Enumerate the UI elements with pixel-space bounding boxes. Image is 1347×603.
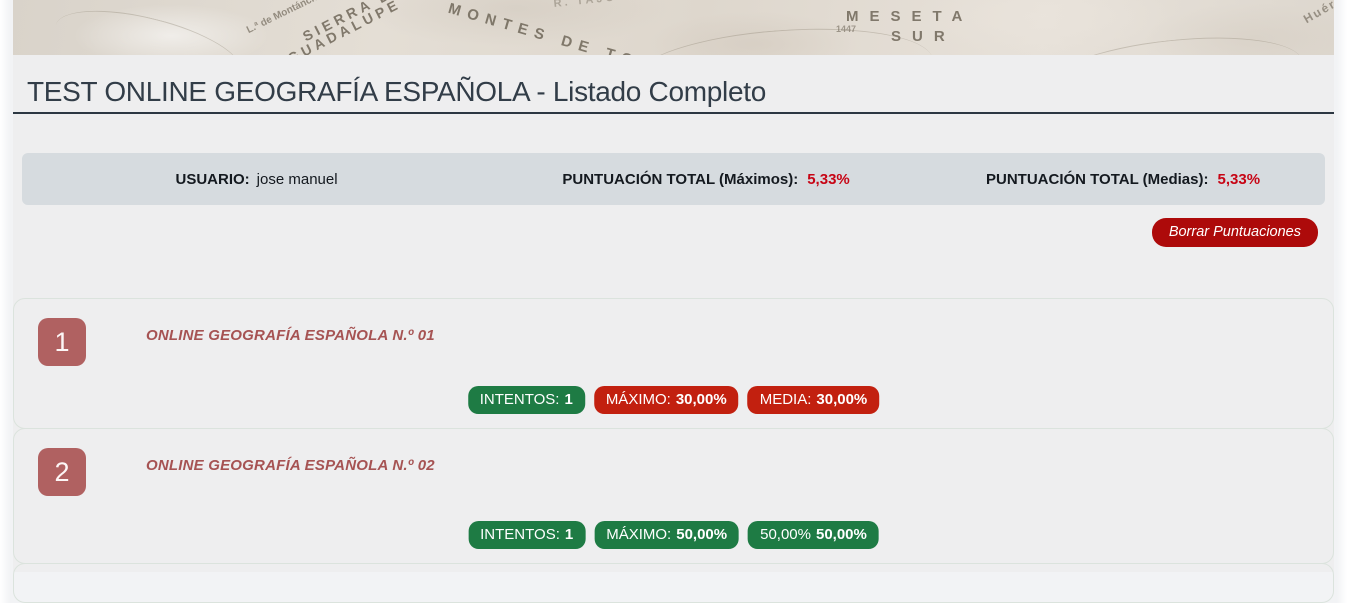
user-value: jose manuel	[256, 170, 338, 188]
clear-scores-button[interactable]: Borrar Puntuaciones	[1151, 218, 1318, 247]
map-river-line	[48, 0, 248, 55]
maximo-value: 30,00%	[675, 391, 727, 408]
user-label: USUARIO:	[175, 170, 250, 188]
total-max-value: 5,33%	[807, 170, 850, 188]
map-label-meseta: MESETA	[846, 8, 974, 25]
media-badge: 50,00% 50,00%	[748, 521, 879, 549]
actions-row: Borrar Puntuaciones	[13, 218, 1334, 247]
test-row-1: 1 ONLINE GEOGRAFÍA ESPAÑOLA N.º 01 INTEN…	[13, 298, 1334, 429]
page-title: TEST ONLINE GEOGRAFÍA ESPAÑOLA - Listado…	[27, 76, 766, 107]
map-label-montes-de-toledo: MONTES DE TOLEDO	[446, 0, 709, 55]
test-badges: INTENTOS: 1 MÁXIMO: 50,00% 50,00% 50,00%	[468, 521, 879, 549]
test-title-link[interactable]: ONLINE GEOGRAFÍA ESPAÑOLA N.º 01	[146, 327, 435, 344]
maximo-label: MÁXIMO:	[605, 391, 671, 408]
maximo-label: MÁXIMO:	[606, 526, 672, 543]
map-label-tajo: R. TAJO	[553, 0, 618, 10]
test-title-link[interactable]: ONLINE GEOGRAFÍA ESPAÑOLA N.º 02	[146, 457, 435, 474]
map-banner-image: R. TAJO L.ª de Montánchez SIERRA DE GUAD…	[13, 0, 1334, 55]
media-label: MEDIA:	[759, 391, 812, 408]
test-badges: INTENTOS: 1 MÁXIMO: 30,00% MEDIA: 30,00%	[467, 386, 880, 414]
total-avg-cell: PUNTUACIÓN TOTAL (Medias): 5,33%	[921, 171, 1325, 188]
intentos-badge: INTENTOS: 1	[468, 521, 586, 549]
total-max-label: PUNTUACIÓN TOTAL (Máximos):	[562, 170, 799, 188]
score-summary-bar: USUARIO: jose manuel PUNTUACIÓN TOTAL (Má…	[22, 153, 1325, 205]
maximo-value: 50,00%	[676, 526, 728, 543]
intentos-badge: INTENTOS: 1	[467, 386, 585, 414]
maximo-badge: MÁXIMO: 30,00%	[593, 386, 739, 414]
user-cell: USUARIO: jose manuel	[22, 171, 491, 188]
title-section: TEST ONLINE GEOGRAFÍA ESPAÑOLA - Listado…	[13, 55, 1334, 114]
map-label-huer: Huér	[1301, 0, 1334, 27]
intentos-value: 1	[564, 526, 574, 543]
test-row-partial	[13, 563, 1334, 603]
total-avg-label: PUNTUACIÓN TOTAL (Medias):	[985, 170, 1209, 188]
total-avg-value: 5,33%	[1217, 170, 1261, 188]
test-number-badge[interactable]: 2	[38, 448, 86, 496]
media-value: 50,00%	[815, 526, 867, 543]
maximo-badge: MÁXIMO: 50,00%	[594, 521, 740, 549]
test-row-2: 2 ONLINE GEOGRAFÍA ESPAÑOLA N.º 02 INTEN…	[13, 428, 1334, 564]
page-container: R. TAJO L.ª de Montánchez SIERRA DE GUAD…	[13, 0, 1334, 603]
map-label-peak-height: 1447	[836, 24, 857, 34]
intentos-label: INTENTOS:	[480, 526, 560, 543]
test-number-badge[interactable]: 1	[38, 318, 86, 366]
test-list: 1 ONLINE GEOGRAFÍA ESPAÑOLA N.º 01 INTEN…	[13, 298, 1334, 603]
total-max-cell: PUNTUACIÓN TOTAL (Máximos): 5,33%	[491, 171, 921, 188]
map-label-sur: SUR	[891, 28, 956, 45]
media-badge: MEDIA: 30,00%	[747, 386, 880, 414]
map-river-line	[1040, 26, 1306, 55]
intentos-label: INTENTOS:	[479, 391, 560, 408]
media-value: 30,00%	[816, 391, 868, 408]
media-label: 50,00%	[760, 526, 811, 543]
intentos-value: 1	[564, 391, 573, 408]
